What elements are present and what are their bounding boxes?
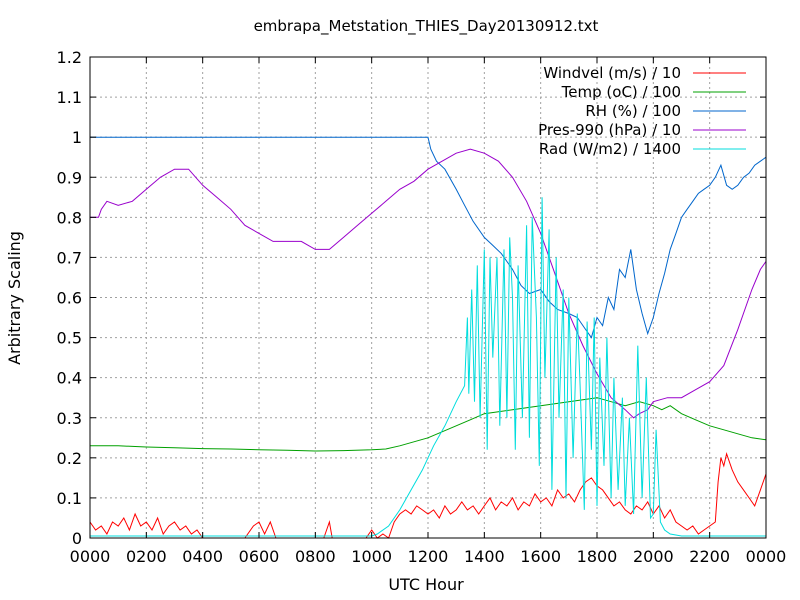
x-tick-label: 2000	[633, 547, 674, 566]
legend-label-3: Pres-990 (hPa) / 10	[538, 121, 681, 139]
x-tick-label: 1600	[520, 547, 561, 566]
y-tick-label: 0.3	[57, 409, 82, 428]
x-tick-label: 0000	[746, 547, 787, 566]
x-tick-label: 0000	[70, 547, 111, 566]
y-tick-label: 0.6	[57, 289, 82, 308]
tick-layer	[89, 56, 767, 539]
x-tick-label: 1000	[351, 547, 392, 566]
series-layer	[89, 136, 767, 539]
x-tick-label: 0800	[295, 547, 336, 566]
y-tick-label: 0.2	[57, 449, 82, 468]
y-tick-label: 0.1	[57, 489, 82, 508]
y-tick-label: 0.5	[57, 329, 82, 348]
series-line-0	[89, 452, 767, 539]
y-tick-label: 0	[72, 529, 82, 548]
legend-label-2: RH (%) / 100	[585, 102, 681, 120]
series-line-2	[90, 136, 767, 339]
y-axis-label: Arbitrary Scaling	[5, 231, 24, 365]
x-tick-label: 0400	[182, 547, 223, 566]
tick-label-layer: 0 0.1 0.2 0.3 0.4 0.5 0.6 0.7 0.8 0.9 1 1.1 1.2 0000 0…	[57, 48, 787, 566]
chart-title: embrapa_Metstation_THIES_Day20130912.txt	[254, 17, 599, 36]
x-tick-label: 1400	[464, 547, 505, 566]
series-line-4	[90, 197, 766, 537]
series-line-1	[90, 397, 767, 452]
x-tick-label: 0200	[126, 547, 167, 566]
y-tick-label: 1.1	[57, 88, 82, 107]
x-tick-label: 0600	[239, 547, 280, 566]
legend-label-0: Windvel (m/s) / 10	[543, 64, 681, 82]
y-tick-label: 0.9	[57, 168, 82, 187]
x-tick-label: 1800	[577, 547, 618, 566]
x-tick-label: 1200	[408, 547, 449, 566]
y-tick-label: 0.8	[57, 208, 82, 227]
legend-label-1: Temp (oC) / 100	[561, 83, 681, 101]
x-tick-label: 2200	[689, 547, 730, 566]
y-tick-label: 1	[72, 128, 82, 147]
y-tick-label: 1.2	[57, 48, 82, 67]
y-tick-label: 0.4	[57, 369, 82, 388]
y-tick-label: 0.7	[57, 248, 82, 267]
series-line-3	[90, 148, 767, 419]
x-axis-label: UTC Hour	[388, 575, 464, 594]
legend-label-4: Rad (W/m2) / 1400	[539, 140, 681, 158]
